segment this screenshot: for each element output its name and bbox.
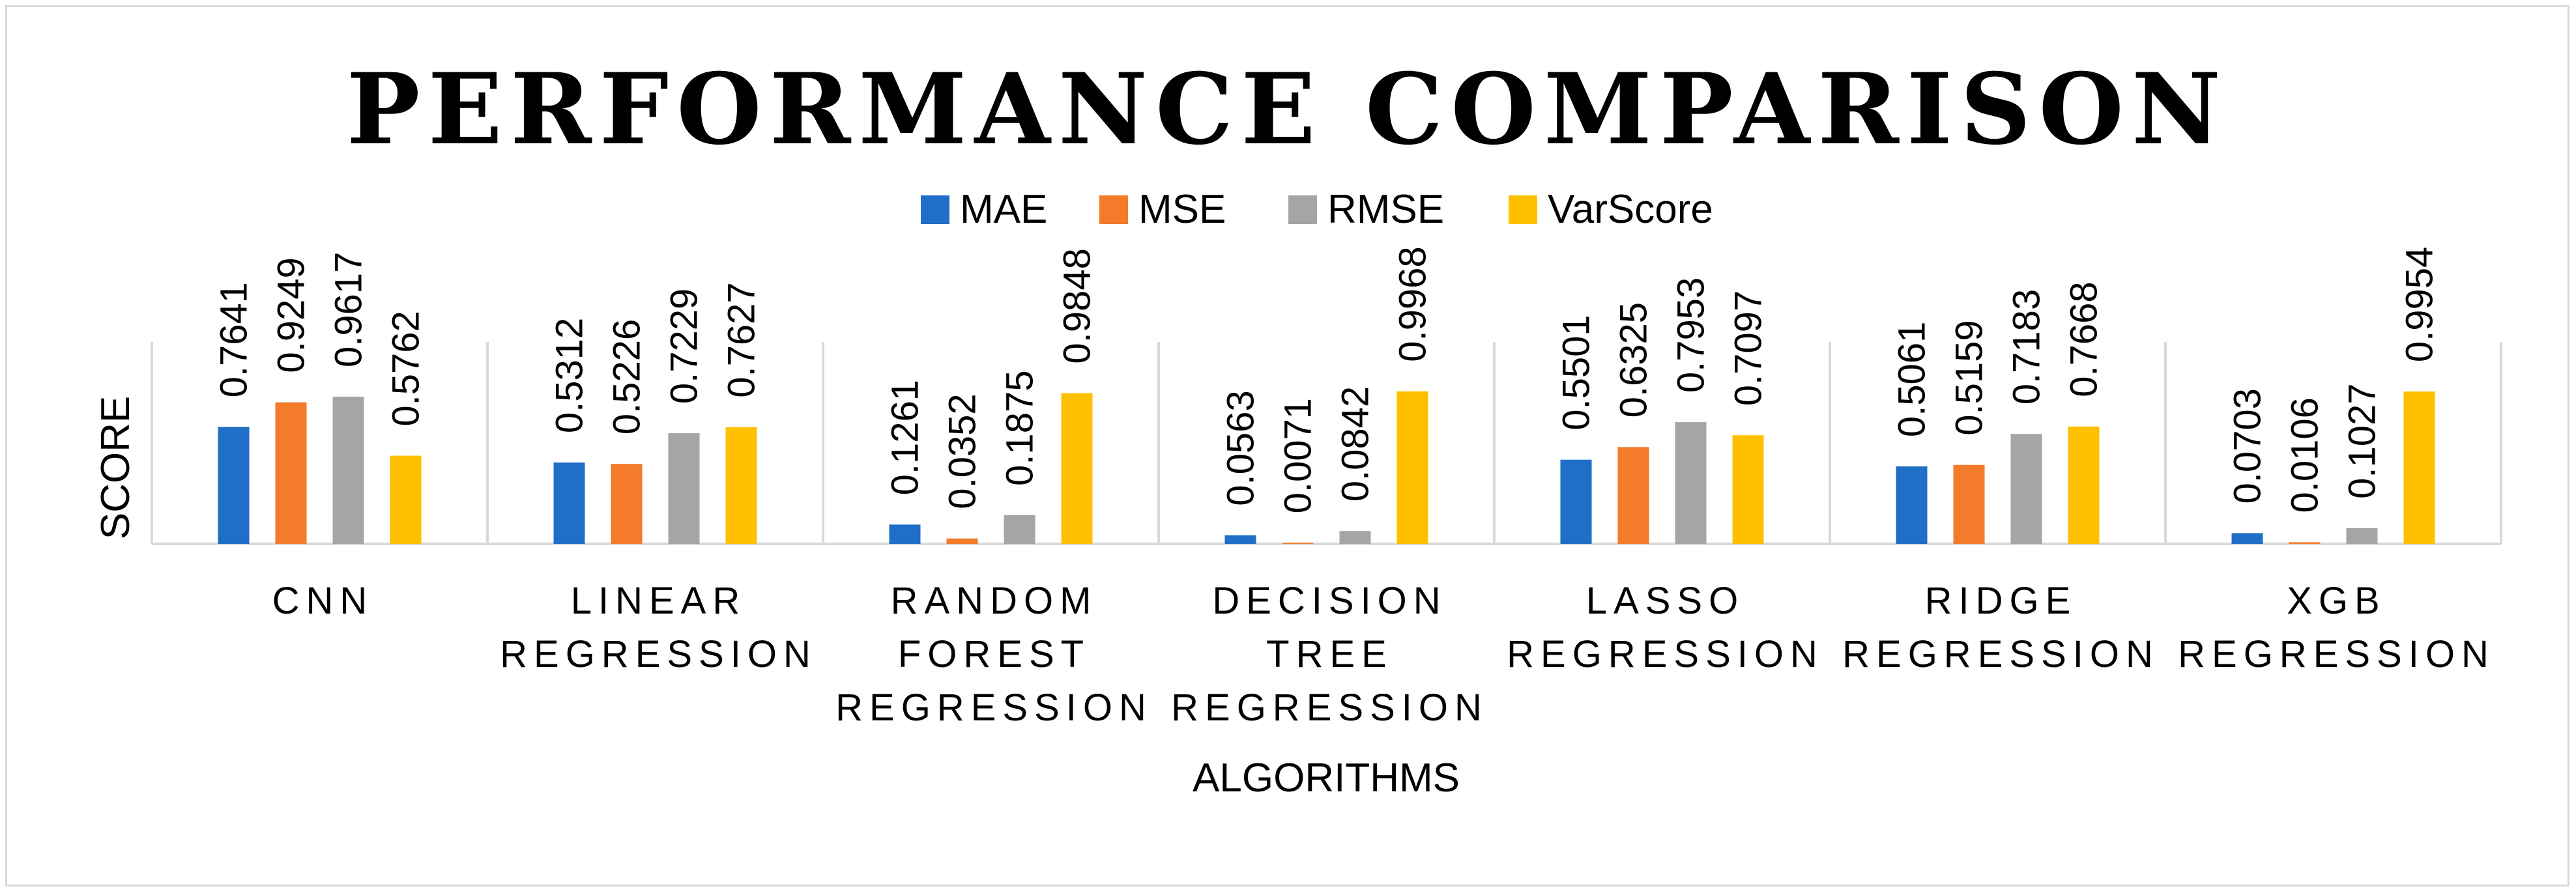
data-label: 0.5501 (1556, 315, 1598, 430)
bar-varscore (1732, 435, 1764, 544)
bar-mae (1896, 466, 1928, 544)
bar-rmse (2010, 434, 2042, 544)
bar-mae (553, 462, 585, 544)
data-label: 0.5061 (1891, 322, 1933, 437)
category-label: DECISION (1212, 580, 1447, 622)
category-label: RANDOM (891, 580, 1098, 622)
category-label: XGB (2287, 580, 2386, 622)
category-label: LASSO (1586, 580, 1744, 622)
bar-mse (1617, 447, 1649, 544)
chart-title: PERFORMANCE COMPARISON (347, 52, 2229, 167)
bar-mae (218, 427, 250, 544)
legend-swatch-rmse (1288, 195, 1317, 224)
data-label: 0.9968 (1392, 246, 1434, 361)
bar-varscore (390, 455, 422, 544)
data-label: 0.5762 (385, 311, 427, 426)
data-label: 0.7953 (1670, 277, 1713, 393)
data-label: 0.5312 (549, 318, 591, 433)
data-label: 0.6325 (1613, 302, 1655, 418)
legend: MAE MSE RMSE VarScore (921, 187, 1713, 232)
legend-swatch-mse (1099, 195, 1128, 224)
data-label: 0.7641 (213, 282, 255, 397)
legend-swatch-varscore (1509, 195, 1537, 224)
data-label: 0.0842 (1335, 386, 1377, 502)
bar-mae (2231, 533, 2263, 544)
plot-area: 0.7641 0.9249 0.9617 0.5762 CNN 0.5312 0.5226 0… (151, 246, 2502, 729)
bar-varscore (2068, 426, 2100, 544)
bar-varscore (725, 427, 757, 544)
data-label: 0.0563 (1220, 390, 1262, 505)
category-label: REGRESSION (500, 633, 817, 675)
bar-mae (889, 524, 921, 544)
bar-mse (2289, 542, 2321, 544)
category-label: FOREST (898, 633, 1090, 675)
bar-varscore (1061, 393, 1093, 544)
bar-mse (275, 402, 307, 544)
bar-mse (1282, 543, 1314, 544)
data-label: 0.7627 (721, 282, 763, 397)
bar-rmse (332, 397, 364, 544)
data-label: 0.0106 (2284, 397, 2326, 513)
legend-label-rmse: RMSE (1327, 187, 1444, 232)
bar-mse (1953, 464, 1985, 544)
chart-frame (5, 5, 2569, 886)
data-label: 0.1027 (2341, 383, 2384, 498)
data-label: 0.9617 (328, 252, 370, 367)
data-label: 0.7668 (2063, 281, 2106, 397)
legend-label-varscore: VarScore (1548, 187, 1713, 232)
bar-varscore (1397, 391, 1428, 544)
category-label: TREE (1266, 633, 1393, 675)
bar-mse (611, 464, 643, 544)
category-label: RIDGE (1925, 580, 2077, 622)
category-label: REGRESSION (2178, 633, 2495, 675)
bar-rmse (668, 433, 700, 544)
bar-varscore (2403, 391, 2435, 544)
data-label: 0.5159 (1948, 320, 1991, 435)
data-label: 0.9848 (1056, 248, 1099, 363)
data-label: 0.0352 (942, 393, 984, 509)
data-label: 0.9249 (270, 257, 313, 373)
data-label: 0.7229 (663, 289, 706, 404)
bar-rmse (2346, 528, 2378, 544)
data-label: 0.9954 (2399, 247, 2441, 362)
data-label: 0.1261 (884, 380, 927, 495)
bar-mae (1224, 535, 1256, 544)
category-label: REGRESSION (1842, 633, 2160, 675)
data-label: 0.0703 (2227, 388, 2269, 503)
data-label: 0.7097 (1728, 291, 1770, 406)
y-axis-title: SCORE (93, 396, 138, 539)
bar-mae (1560, 459, 1592, 544)
category-label: REGRESSION (1171, 687, 1488, 729)
data-label: 0.5226 (606, 319, 648, 434)
category-label: LINEAR (571, 580, 747, 622)
legend-swatch-mae (921, 195, 949, 224)
bar-mse (946, 538, 978, 544)
data-label: 0.7183 (2006, 289, 2048, 404)
data-label: 0.1875 (999, 371, 1041, 486)
x-axis-title: ALGORITHMS (1193, 756, 1460, 801)
legend-label-mse: MSE (1138, 187, 1226, 232)
category-label: REGRESSION (1507, 633, 1824, 675)
bar-rmse (1004, 515, 1035, 544)
category-label: CNN (272, 580, 374, 622)
bar-rmse (1339, 531, 1371, 544)
bar-rmse (1675, 422, 1707, 544)
legend-label-mae: MAE (960, 187, 1047, 232)
category-label: REGRESSION (835, 687, 1153, 729)
data-label: 0.0071 (1277, 398, 1320, 513)
